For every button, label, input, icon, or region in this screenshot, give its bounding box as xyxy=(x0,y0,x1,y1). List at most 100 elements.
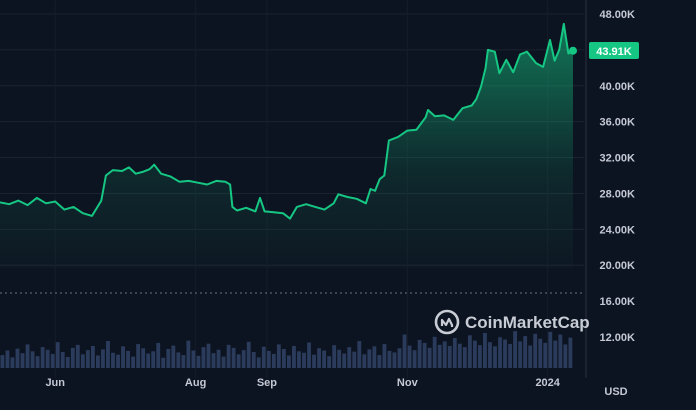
currency-label: USD xyxy=(604,386,627,398)
y-tick-label: 48.00K xyxy=(600,9,636,21)
x-axis-ticks: Jun Aug Sep Nov 2024 xyxy=(45,377,560,389)
price-line xyxy=(0,22,574,220)
y-axis-ticks: 48.00K44.00K40.00K36.00K32.00K28.00K24.0… xyxy=(600,9,636,344)
volume-bar xyxy=(156,342,161,368)
x-tick-label: Aug xyxy=(185,377,206,389)
volume-bar xyxy=(488,342,492,368)
y-tick-label: 24.00K xyxy=(600,224,636,236)
last-price-badge-bg xyxy=(589,42,639,59)
volume-bar xyxy=(85,350,90,368)
volume-bar xyxy=(362,354,367,368)
volume-bar xyxy=(498,337,502,368)
volume-bar xyxy=(417,339,422,368)
volume-bar xyxy=(55,342,60,368)
volume-bar xyxy=(121,346,125,368)
volume-bar xyxy=(407,345,412,368)
volume-bar xyxy=(146,353,151,368)
volume-bar xyxy=(176,352,181,368)
last-price-badge: 43.91K xyxy=(589,42,639,59)
volume-bar xyxy=(241,350,246,368)
volume-bar xyxy=(397,348,402,368)
y-tick-label: 28.00K xyxy=(600,188,636,200)
volume-bar xyxy=(513,331,518,368)
volume-bar xyxy=(131,356,136,368)
volume-bar xyxy=(442,341,447,368)
volume-bar xyxy=(553,340,558,368)
y-tick-label: 12.00K xyxy=(600,332,636,344)
volume-bar xyxy=(136,344,141,368)
volume-bar xyxy=(5,350,10,368)
volume-bar xyxy=(392,352,397,368)
volume-bar xyxy=(151,351,156,368)
volume-bar xyxy=(261,346,266,368)
volume-bar xyxy=(548,331,553,368)
volume-bar xyxy=(377,355,382,368)
volume-bar xyxy=(427,347,432,368)
volume-bar xyxy=(347,347,352,368)
volume-bar xyxy=(472,340,477,368)
volume-bar xyxy=(246,341,251,368)
volume-bar xyxy=(276,344,281,368)
x-tick-label: Sep xyxy=(257,377,277,389)
x-tick-label: Nov xyxy=(397,377,419,389)
volume-bar xyxy=(297,351,301,368)
x-tick-label: 2024 xyxy=(535,377,560,389)
volume-bar xyxy=(387,350,392,368)
volume-bar xyxy=(372,346,377,368)
volume-bar xyxy=(20,353,25,368)
volume-bar xyxy=(337,349,342,368)
volume-bar xyxy=(292,345,296,368)
volume-bar xyxy=(166,349,171,368)
volume-bar xyxy=(141,348,146,368)
volume-bar xyxy=(422,342,427,368)
volume-bar xyxy=(70,347,75,368)
volume-bar xyxy=(493,346,497,368)
volume-bar xyxy=(503,339,507,368)
volume-bar xyxy=(231,347,236,368)
volume-bar xyxy=(201,347,206,368)
volume-bar xyxy=(412,350,417,368)
volume-bar xyxy=(30,351,35,368)
volume-bar xyxy=(80,354,85,368)
volume-bar xyxy=(281,349,286,368)
y-tick-label: 36.00K xyxy=(600,117,636,129)
volume-bar xyxy=(186,340,191,368)
volume-bar xyxy=(317,348,321,368)
volume-bar xyxy=(226,344,231,368)
volume-bar xyxy=(196,355,201,368)
volume-bar xyxy=(126,350,130,368)
volume-bar xyxy=(452,337,457,368)
coinmarketcap-logo-icon xyxy=(434,309,460,335)
volume-bar xyxy=(65,356,70,368)
volume-bar xyxy=(161,357,166,368)
volume-bar xyxy=(402,334,407,368)
volume-bar xyxy=(357,341,362,368)
volume-bar xyxy=(90,345,95,368)
last-price-dot xyxy=(569,46,577,55)
volume-bar xyxy=(447,345,452,368)
volume-bar xyxy=(106,341,110,368)
volume-bar xyxy=(508,344,512,368)
volume-bar xyxy=(101,349,105,368)
volume-bar xyxy=(45,349,50,368)
volume-bar xyxy=(563,344,568,368)
volume-bar xyxy=(251,352,256,368)
volume-bar xyxy=(543,342,548,368)
volume-bar xyxy=(518,341,523,368)
volume-bar xyxy=(352,351,357,368)
volume-bar xyxy=(10,357,15,368)
volume-bar xyxy=(0,355,5,368)
y-tick-label: 32.00K xyxy=(600,153,636,165)
volume-bar xyxy=(568,337,573,368)
volume-bar xyxy=(221,356,226,368)
watermark-text: CoinMarketCap xyxy=(465,313,590,332)
volume-bar xyxy=(523,336,528,368)
volume-bar xyxy=(75,344,80,368)
volume-bar xyxy=(302,352,306,368)
price-area-fill xyxy=(0,23,573,269)
volume-bar xyxy=(236,354,241,368)
volume-bar xyxy=(60,352,65,368)
volume-bar xyxy=(322,350,327,368)
x-tick-label: Jun xyxy=(45,377,65,389)
